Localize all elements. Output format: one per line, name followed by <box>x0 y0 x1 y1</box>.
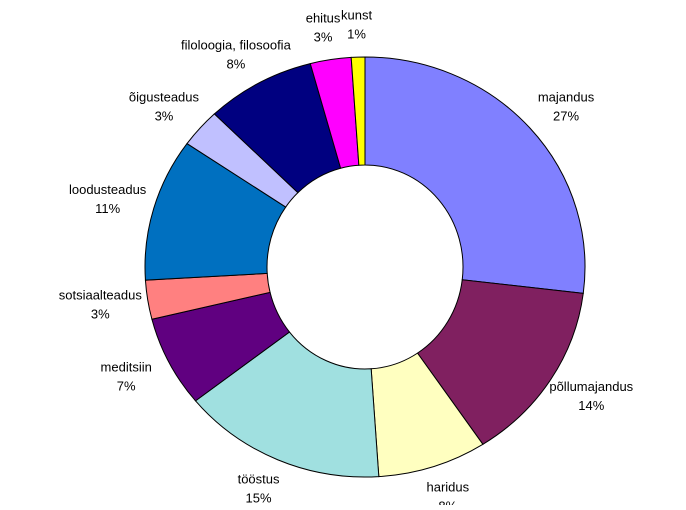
segment-label: ehitus <box>306 10 341 25</box>
segment-value-label: 27% <box>553 108 579 123</box>
segment-value-label: 1% <box>347 27 366 42</box>
segment-label: kunst <box>341 8 372 23</box>
segment-label: majandus <box>538 89 595 104</box>
segment-value-label: 3% <box>314 29 333 44</box>
segment-value-label: 11% <box>95 201 120 216</box>
segment-value-label: 8% <box>438 499 457 505</box>
donut-segment <box>350 56 366 166</box>
segment-label: põllumajandus <box>549 379 633 394</box>
segment-value-label: 15% <box>246 491 272 505</box>
segment-label: haridus <box>426 480 469 495</box>
donut-segment <box>364 56 586 294</box>
segment-value-label: 3% <box>155 108 174 123</box>
segment-label: sotsiaalteadus <box>59 287 143 302</box>
donut-segment <box>416 279 584 445</box>
segment-value-label: 14% <box>578 398 604 413</box>
segment-value-label: 3% <box>91 306 110 321</box>
segment-label: tööstus <box>238 472 280 487</box>
segment-value-label: 8% <box>226 56 245 71</box>
segment-label: loodusteadus <box>69 182 147 197</box>
segment-label: meditsiin <box>101 359 152 374</box>
segment-label: õigusteadus <box>129 89 200 104</box>
segment-label: filoloogia, filosoofia <box>181 37 292 52</box>
donut-segment <box>194 331 380 478</box>
segment-value-label: 7% <box>117 378 136 393</box>
